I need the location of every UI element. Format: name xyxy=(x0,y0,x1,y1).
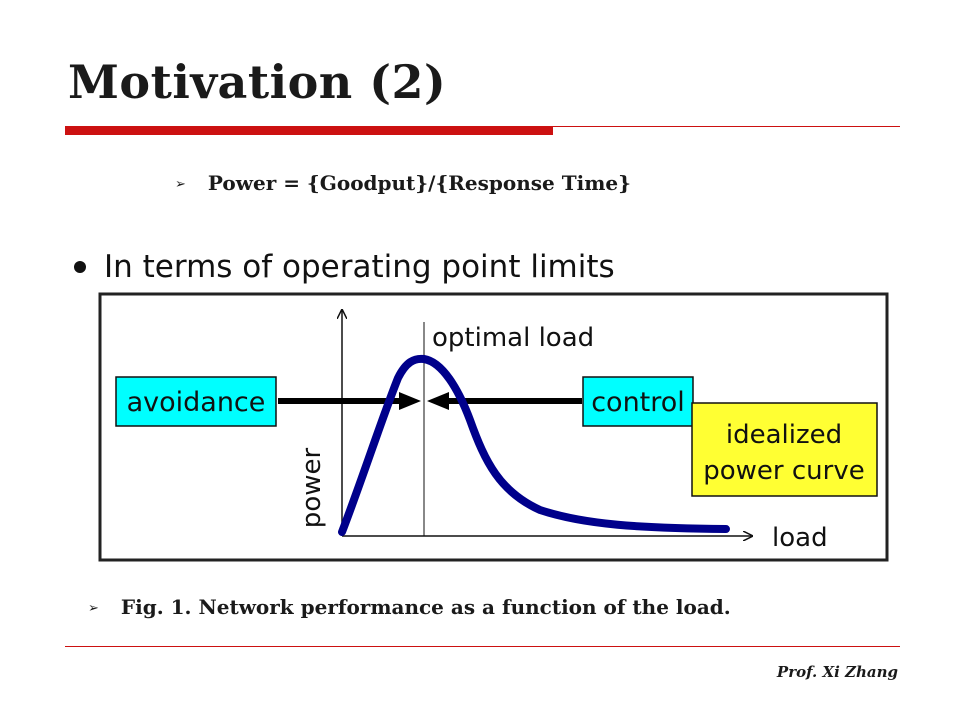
power-curve xyxy=(338,354,730,536)
power-formula: Power = {Goodput}/{Response Time} xyxy=(207,171,631,195)
figure-caption: Fig. 1. Network performance as a functio… xyxy=(120,595,731,619)
footer-author: Prof. Xi Zhang xyxy=(776,663,898,681)
idealized-line1: idealized xyxy=(726,420,842,450)
x-axis-label: load xyxy=(772,523,828,553)
avoidance-arrowhead xyxy=(399,392,421,410)
idealized-line2: power curve xyxy=(703,456,864,486)
diagram-frame xyxy=(98,292,889,562)
optimal-load-label: optimal load xyxy=(432,323,594,353)
control-box xyxy=(582,376,694,427)
idealized-box xyxy=(691,402,878,497)
arrow-bullet-icon: ➢ xyxy=(175,177,186,192)
avoidance-label: avoidance xyxy=(127,387,266,418)
title-underline-thick xyxy=(65,126,553,135)
control-arrowhead xyxy=(427,392,449,410)
arrow-bullet-icon: ➢ xyxy=(88,601,99,616)
control-label: control xyxy=(591,387,685,418)
y-axis-label: power xyxy=(297,448,327,529)
power-bullet: ➢ Power = {Goodput}/{Response Time} xyxy=(175,171,631,195)
figure-caption-bullet: ➢ Fig. 1. Network performance as a functi… xyxy=(88,595,731,619)
footer-rule xyxy=(65,646,900,647)
avoidance-box xyxy=(115,376,277,427)
heading-bullet-dot xyxy=(74,261,86,273)
title-underline-thin xyxy=(553,126,900,127)
slide-title: Motivation (2) xyxy=(68,55,447,109)
diagram-heading: In terms of operating point limits xyxy=(104,249,615,285)
